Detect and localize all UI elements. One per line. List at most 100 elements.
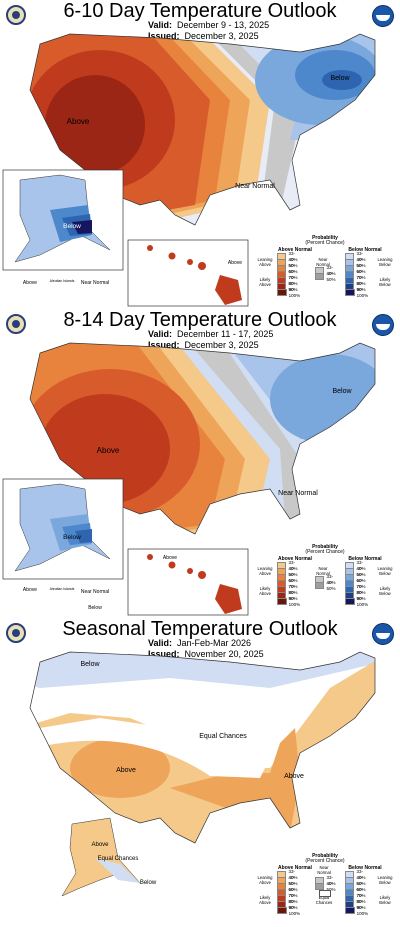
- legend-likely-above: Likely Above: [259, 586, 271, 596]
- legend-bin-label: 90-100%: [356, 596, 369, 607]
- legend-bin-label: 60-70%: [288, 269, 298, 280]
- valid-line: Valid: December 9 - 13, 2025: [148, 20, 270, 30]
- outlook-map: Above Below Near Normal Below Above Aleu…: [2, 33, 376, 307]
- legend-bin-label: 33-40%: [356, 560, 366, 571]
- legend-swatch-below-6: 90-100%: [345, 905, 371, 916]
- legend-bin-label: 33-40%: [326, 265, 336, 276]
- legend-title: Probability: [312, 544, 338, 550]
- label-aleutian: Aleutian Islands: [50, 279, 75, 283]
- legend-bin-label: 70-80%: [288, 893, 298, 904]
- noaa-logo-icon: [372, 5, 394, 27]
- legend-bin-label: 60-70%: [288, 887, 298, 898]
- label-alaska-near: Near Normal: [81, 280, 109, 286]
- legend-bin-label: 70-80%: [288, 275, 298, 286]
- doc-seal-icon: [6, 314, 26, 334]
- legend-swatch-near-1: 40-50%: [315, 580, 338, 591]
- label-near-normal: Near Normal: [235, 183, 275, 190]
- valid-line: Valid: December 11 - 17, 2025: [148, 329, 274, 339]
- legend-bin-label: 60-70%: [356, 269, 366, 280]
- legend-leaning-below: Leaning Below: [377, 875, 393, 885]
- label-alaska-near: Near Normal: [81, 589, 109, 595]
- legend-below-head: Below Normal: [348, 247, 382, 253]
- label-above: Above: [67, 117, 90, 126]
- legend-bin-label: 40-50%: [356, 875, 366, 886]
- legend-bin-label: 70-80%: [356, 584, 366, 595]
- legend-bin-label: 90-100%: [288, 905, 301, 916]
- legend-color-chip: [315, 883, 325, 890]
- legend-bin-label: 33-40%: [326, 875, 336, 886]
- label-alaska-below: Below: [63, 534, 81, 541]
- legend-color-chip: [345, 598, 355, 605]
- valid-line: Valid: Jan-Feb-Mar 2026: [148, 638, 252, 648]
- legend-bin-label: 70-80%: [356, 275, 366, 286]
- legend: Probability (Percent Chance) Above Norma…: [255, 853, 395, 924]
- legend-bin-label: 50-60%: [288, 263, 298, 274]
- legend-bin-label: 60-70%: [288, 578, 298, 589]
- legend-likely-above: Likely Above: [259, 277, 271, 287]
- label-alaska-above: Above: [91, 842, 109, 848]
- legend-near-normal: Near Normal: [317, 865, 331, 875]
- legend-likely-below: Likely Below: [379, 586, 391, 596]
- legend-bin-label: 33-40%: [356, 251, 366, 262]
- noaa-logo-icon: [372, 314, 394, 336]
- label-below: Below: [330, 75, 350, 82]
- legend-likely-above: Likely Above: [259, 895, 271, 905]
- legend-swatch-above-6: 90-100%: [277, 905, 303, 916]
- noaa-logo-icon: [372, 623, 394, 645]
- legend-bin-label: 50-60%: [356, 263, 366, 274]
- label-alaska-equal: Equal Chances: [98, 856, 139, 862]
- equal-chances-swatch: [319, 890, 331, 897]
- legend-near-normal: Near Normal: [316, 566, 330, 576]
- legend-bin-label: 50-60%: [288, 881, 298, 892]
- legend-bin-label: 40-50%: [326, 580, 336, 591]
- legend-color-chip: [277, 598, 287, 605]
- issued-line: Issued: November 20, 2025: [148, 649, 264, 659]
- label-alaska-above: Above: [23, 280, 37, 286]
- legend-bin-label: 50-60%: [356, 881, 366, 892]
- label-alaska-above: Above: [23, 587, 37, 593]
- legend-color-chip: [277, 907, 287, 914]
- legend-color-chip: [345, 907, 355, 914]
- legend-bin-label: 80-90%: [288, 590, 298, 601]
- legend-swatch-above-6: 90-100%: [277, 287, 303, 298]
- label-above: Above: [97, 446, 120, 455]
- legend-bin-label: 80-90%: [356, 281, 366, 292]
- label-below: Below: [332, 388, 352, 395]
- outlook-map: Above Below Near Normal Below Above Aleu…: [2, 342, 376, 616]
- legend-bin-label: 40-50%: [356, 257, 366, 268]
- legend-above-head: Above Normal: [278, 865, 312, 871]
- conus-outline: [29, 651, 376, 844]
- legend-swatch-below-6: 90-100%: [345, 287, 371, 298]
- page-title: 8-14 Day Temperature Outlook: [63, 309, 337, 331]
- legend-subtitle: (Percent Chance): [305, 240, 345, 246]
- label-alaska-below: Below: [63, 223, 81, 230]
- legend: Probability (Percent Chance) Above Norma…: [255, 544, 395, 615]
- legend-swatch-above-6: 90-100%: [277, 596, 303, 607]
- legend-color-chip: [277, 289, 287, 296]
- legend-bin-label: 33-40%: [356, 869, 366, 880]
- label-above-se: Above: [284, 773, 304, 780]
- page-title: Seasonal Temperature Outlook: [62, 618, 338, 640]
- legend-bin-label: 50-60%: [288, 572, 298, 583]
- legend-bin-label: 60-70%: [356, 887, 366, 898]
- legend-color-chip: [345, 289, 355, 296]
- legend-leaning-above: Leaning Above: [257, 257, 273, 267]
- legend-swatch-near-1: 40-50%: [315, 881, 338, 892]
- legend-bin-label: 70-80%: [356, 893, 366, 904]
- legend-bin-label: 50-60%: [356, 572, 366, 583]
- label-aleutian: Aleutian Islands: [50, 587, 75, 591]
- issued-line: Issued: December 3, 2025: [148, 340, 259, 350]
- legend-above-head: Above Normal: [278, 247, 312, 253]
- doc-seal-icon: [6, 623, 26, 643]
- legend-bin-label: 40-50%: [326, 881, 336, 892]
- legend-bin-label: 90-100%: [288, 287, 301, 298]
- panel-seasonal: Seasonal Temperature Outlook Valid: Jan-…: [0, 618, 400, 927]
- legend-near-normal: Near Normal: [316, 257, 330, 267]
- legend-title: Probability: [312, 235, 338, 241]
- legend-bin-label: 90-100%: [356, 905, 369, 916]
- legend-bin-label: 40-50%: [288, 257, 298, 268]
- legend-swatch-below-6: 90-100%: [345, 596, 371, 607]
- outlook-map: Below Above Equal Chances Above Above Eq…: [29, 651, 376, 897]
- legend-subtitle: (Percent Chance): [305, 549, 345, 555]
- legend-leaning-above: Leaning Above: [257, 566, 273, 576]
